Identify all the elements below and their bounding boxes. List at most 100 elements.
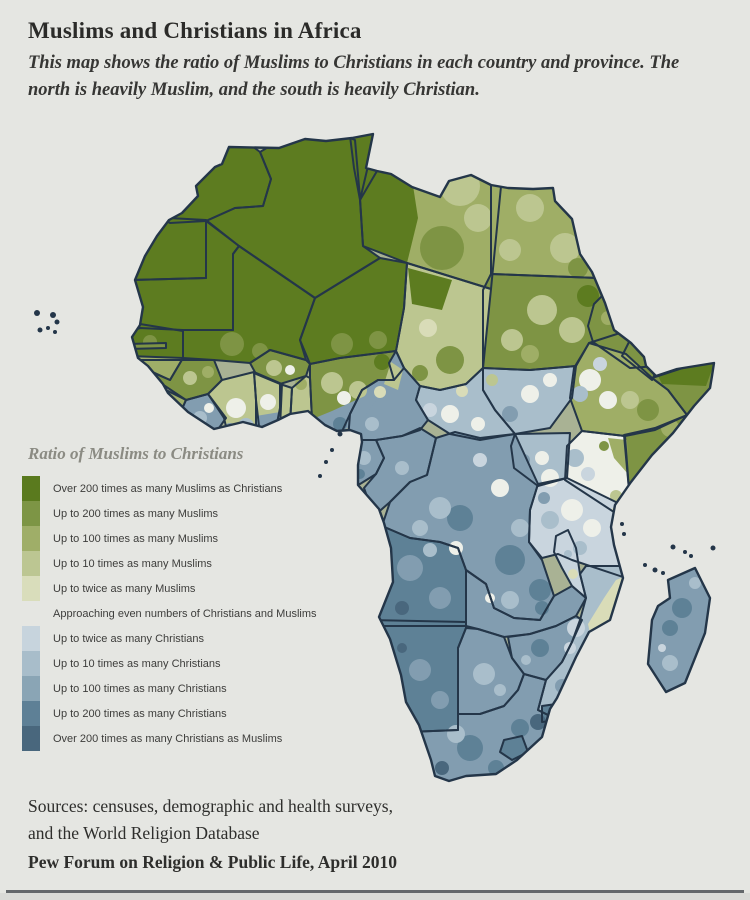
region-central-african-republic [416,368,515,440]
province-patch [441,405,459,423]
province-patch [599,441,609,451]
province-patch [599,391,617,409]
island-dot [710,545,716,551]
province-patch [409,659,431,681]
legend-label: Over 200 times as many Muslims as Christ… [53,482,283,495]
legend-title: Ratio of Muslims to Christians [28,444,244,463]
province-patch [559,317,585,343]
province-patch [561,499,583,521]
legend-label: Up to 200 times as many Muslims [53,507,219,520]
legend-item: Up to 200 times as many Muslims [22,501,372,526]
legend-label: Approaching even numbers of Christians a… [53,607,317,620]
province-patch [349,381,367,399]
province-patch [337,391,351,405]
island-dot [643,563,647,567]
island-dot [683,550,687,554]
province-patch [420,226,464,270]
legend-item: Up to 200 times as many Christians [22,701,372,726]
legend-label: Up to 10 times as many Christians [53,657,221,670]
bottom-rule [6,890,744,893]
province-patch [238,418,254,434]
region-zambia [466,570,586,637]
legend-swatch [22,626,40,651]
province-patch [516,194,544,222]
province-patch [226,398,246,418]
region-border-ivory-coast [207,371,261,436]
province-patch [541,511,559,529]
sources-line1: Sources: censuses, demographic and healt… [28,796,393,816]
legend-item: Up to 100 times as many Christians [22,676,372,701]
province-patch [220,332,244,356]
province-patch [529,579,551,601]
island-dot [50,312,56,318]
region-border-tanzania [528,477,633,581]
legend-label: Up to twice as many Christians [53,632,204,645]
region-border-gambia [132,342,167,350]
province-patch [365,417,379,431]
province-patch [494,684,506,696]
province-patch [435,761,449,775]
region-western-sahara [132,218,206,280]
province-patch [495,545,525,575]
province-patch [419,319,437,337]
legend-item: Up to 10 times as many Muslims [22,551,372,576]
province-patch [511,519,529,537]
province-patch [501,329,523,351]
legend-item: Over 200 times as many Muslims as Christ… [22,476,372,501]
province-patch [395,601,409,615]
province-patch [457,735,483,761]
island-dot [34,310,40,316]
province-patch [473,453,487,467]
province-patch [412,520,428,536]
region-border-ethiopia [569,342,688,437]
africa-map-canvas [34,132,716,783]
province-patch [464,204,492,232]
bottom-strip [0,893,750,900]
region-guinea [144,358,222,400]
province-patch [568,569,578,579]
legend-label: Over 200 times as many Christians as Mus… [53,732,283,745]
legend-item: Up to twice as many Muslims [22,576,372,601]
province-patch [581,467,595,481]
island-dot [53,330,57,334]
legend-swatch [22,651,40,676]
africa-choropleth-map [30,128,720,800]
province-patch [408,268,452,310]
region-mali [183,246,315,363]
province-patch [266,360,282,376]
legend-swatch [22,526,40,551]
island-dot [330,448,334,452]
province-patch [360,166,418,263]
legend-item: Up to twice as many Christians [22,626,372,651]
region-border-angola [367,521,467,627]
sources-line2: and the World Religion Database [28,823,260,843]
province-patch [566,449,584,467]
province-patch [486,374,498,386]
legend-swatch [22,551,40,576]
province-patch [577,285,599,307]
legend-label: Up to 100 times as many Muslims [53,532,219,545]
island-dot [670,544,676,550]
province-patch [202,366,214,378]
province-patch [637,399,659,421]
province-patch [499,239,521,261]
legend-label: Up to twice as many Muslims [53,582,196,595]
province-patch [447,725,465,743]
province-patch [564,550,572,558]
province-patch [568,258,588,278]
island-dot [324,460,328,464]
province-patch [395,461,409,475]
province-patch [397,643,407,653]
province-patch [423,403,437,417]
province-patch [321,372,343,394]
province-patch [412,365,428,381]
province-patch [518,454,530,466]
region-border-tunisia [347,134,393,201]
province-patch [429,497,451,519]
province-patch [295,378,307,390]
region-mauritania [132,220,239,333]
province-patch [294,416,306,428]
island-dot [337,431,343,437]
legend: Ratio of Muslims to Christians Over 200 … [22,444,372,751]
legend-swatch [22,576,40,601]
